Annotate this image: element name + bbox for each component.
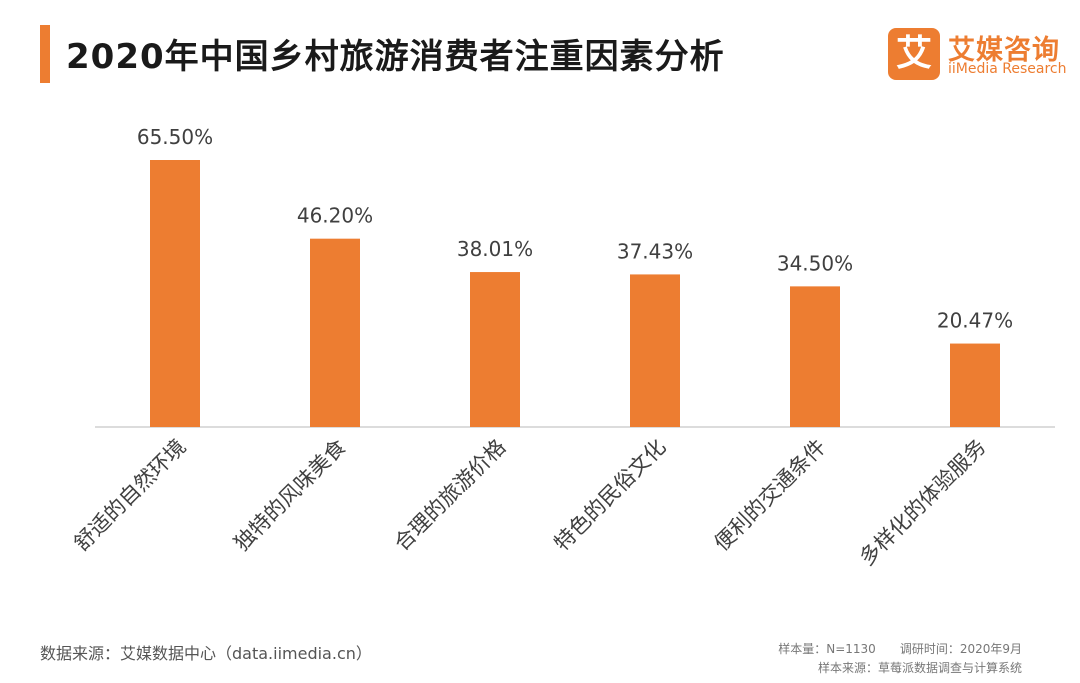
title-accent-bar (40, 25, 50, 83)
data-label: 34.50% (777, 251, 853, 275)
bar (150, 160, 200, 427)
bar (470, 272, 520, 427)
sample-info: 样本量：N=1130 调研时间：2020年9月 (778, 642, 1022, 656)
data-label: 37.43% (617, 239, 693, 263)
sample-source: 样本来源：草莓派数据调查与计算系统 (817, 661, 1022, 675)
data-source: 数据来源：艾媒数据中心（data.iimedia.cn） (40, 644, 372, 663)
category-label: 便利的交通条件 (710, 435, 831, 556)
data-label: 20.47% (937, 309, 1013, 333)
bar (310, 238, 360, 427)
data-label: 65.50% (137, 125, 213, 149)
category-label: 合理的旅游价格 (390, 435, 511, 556)
page-title: 2020年中国乡村旅游消费者注重因素分析 (66, 37, 725, 77)
bar (790, 286, 840, 427)
category-label: 独特的风味美食 (230, 435, 351, 556)
data-label: 38.01% (457, 237, 533, 261)
logo-mark-icon: 艾 (888, 28, 940, 80)
data-label: 46.20% (297, 204, 373, 228)
category-label: 舒适的自然环境 (70, 435, 191, 556)
category-label: 多样化的体验服务 (855, 435, 991, 571)
bar (950, 343, 1000, 427)
logo-english-name: iiMedia Research (948, 61, 1067, 77)
category-label: 特色的民俗文化 (550, 435, 671, 556)
bar (630, 274, 680, 427)
logo-chinese-name: 艾媒咨询 (948, 35, 1060, 66)
iimedia-logo: 艾 艾媒咨询 iiMedia Research (888, 28, 1068, 82)
